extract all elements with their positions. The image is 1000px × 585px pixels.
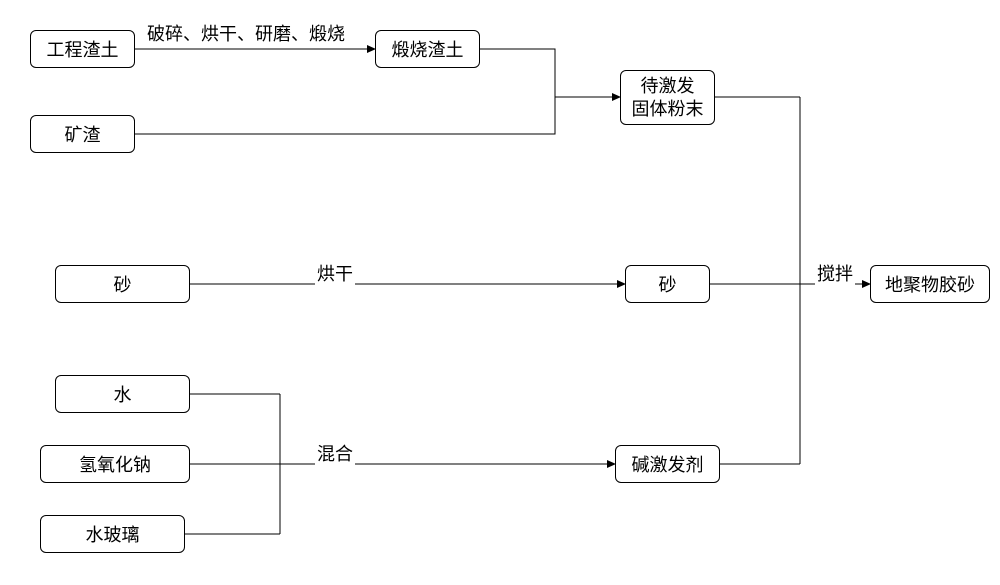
node-naoh: 氢氧化钠 <box>40 445 190 483</box>
edge-label-text: 搅拌 <box>817 264 853 284</box>
node-water-glass: 水玻璃 <box>40 515 185 553</box>
edge-label-text: 混合 <box>317 444 353 464</box>
node-label: 砂 <box>114 271 132 297</box>
node-label: 矿渣 <box>65 121 101 147</box>
edge-label-stir: 搅拌 <box>815 260 855 286</box>
edge-label-process1: 破碎、烘干、研磨、煅烧 <box>145 20 347 46</box>
edge-label-dry: 烘干 <box>315 260 355 286</box>
node-label: 氢氧化钠 <box>79 451 151 477</box>
node-water: 水 <box>55 375 190 413</box>
node-eng-spoil: 工程渣土 <box>30 30 135 68</box>
edge-label-mix: 混合 <box>315 440 355 466</box>
node-slag: 矿渣 <box>30 115 135 153</box>
node-label: 水玻璃 <box>86 521 140 547</box>
node-calcined-spoil: 煅烧渣土 <box>375 30 480 68</box>
node-label: 碱激发剂 <box>632 451 704 477</box>
node-activator: 碱激发剂 <box>615 445 720 483</box>
node-label: 水 <box>114 381 132 407</box>
node-label: 工程渣土 <box>47 36 119 62</box>
node-label: 砂 <box>659 271 677 297</box>
node-sand-out: 砂 <box>625 265 710 303</box>
node-sand-in: 砂 <box>55 265 190 303</box>
node-product: 地聚物胶砂 <box>870 265 990 303</box>
flowchart-canvas: 工程渣土 煅烧渣土 矿渣 待激发固体粉末 砂 砂 水 氢氧化钠 水玻璃 碱激发剂… <box>0 0 1000 585</box>
edge-label-text: 破碎、烘干、研磨、煅烧 <box>147 24 345 44</box>
node-label: 地聚物胶砂 <box>885 271 975 297</box>
node-label: 待激发固体粉末 <box>632 75 704 120</box>
edge-label-text: 烘干 <box>317 264 353 284</box>
node-label: 煅烧渣土 <box>392 36 464 62</box>
node-solid-powder: 待激发固体粉末 <box>620 70 715 125</box>
